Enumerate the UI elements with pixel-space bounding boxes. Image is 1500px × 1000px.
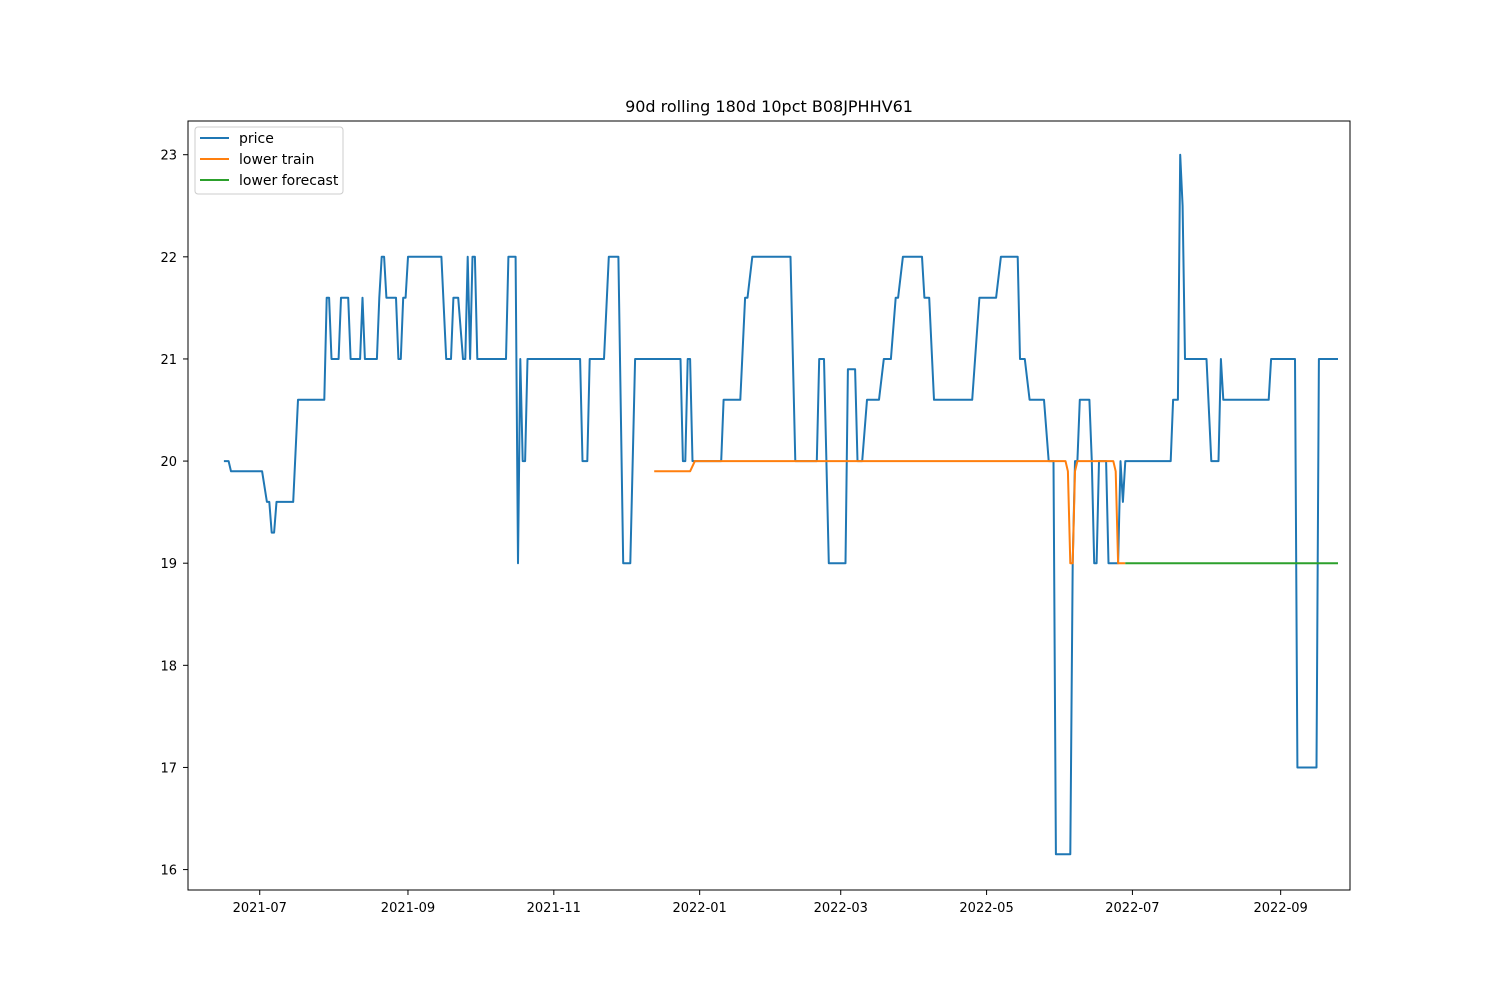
y-tick-label: 23 (160, 149, 177, 164)
y-tick-label: 18 (160, 659, 177, 674)
x-tick-label: 2021-07 (233, 901, 287, 916)
x-tick-label: 2021-11 (527, 901, 581, 916)
x-tick-label: 2022-01 (672, 901, 726, 916)
x-axis: 2021-07 2021-09 2021-11 2022-01 2022-03 2022-… (233, 890, 1308, 916)
y-tick-label: 17 (160, 761, 177, 776)
y-tick-label: 22 (160, 251, 177, 266)
x-tick-label: 2021-09 (381, 901, 435, 916)
y-axis: 16 17 18 19 20 21 22 23 (160, 149, 188, 879)
chart-title: 90d rolling 180d 10pct B08JPHHV61 (625, 97, 913, 116)
legend-box (194, 126, 344, 195)
y-tick-label: 21 (160, 353, 177, 368)
legend-label-lower-forecast: lower forecast (239, 173, 339, 189)
x-tick-label: 2022-05 (959, 901, 1013, 916)
legend: price lower train lower forecast (194, 126, 344, 195)
y-tick-label: 20 (160, 455, 177, 470)
y-tick-label: 19 (160, 557, 177, 572)
x-tick-label: 2022-03 (814, 901, 868, 916)
x-tick-label: 2022-07 (1105, 901, 1159, 916)
legend-label-lower-train: lower train (239, 152, 314, 168)
series-lines (223, 153, 1338, 856)
series-line-lower-train (654, 460, 1126, 565)
legend-label-price: price (239, 131, 274, 147)
plot-frame (187, 120, 1351, 891)
x-tick-label: 2022-09 (1253, 901, 1307, 916)
y-tick-label: 16 (160, 864, 177, 879)
